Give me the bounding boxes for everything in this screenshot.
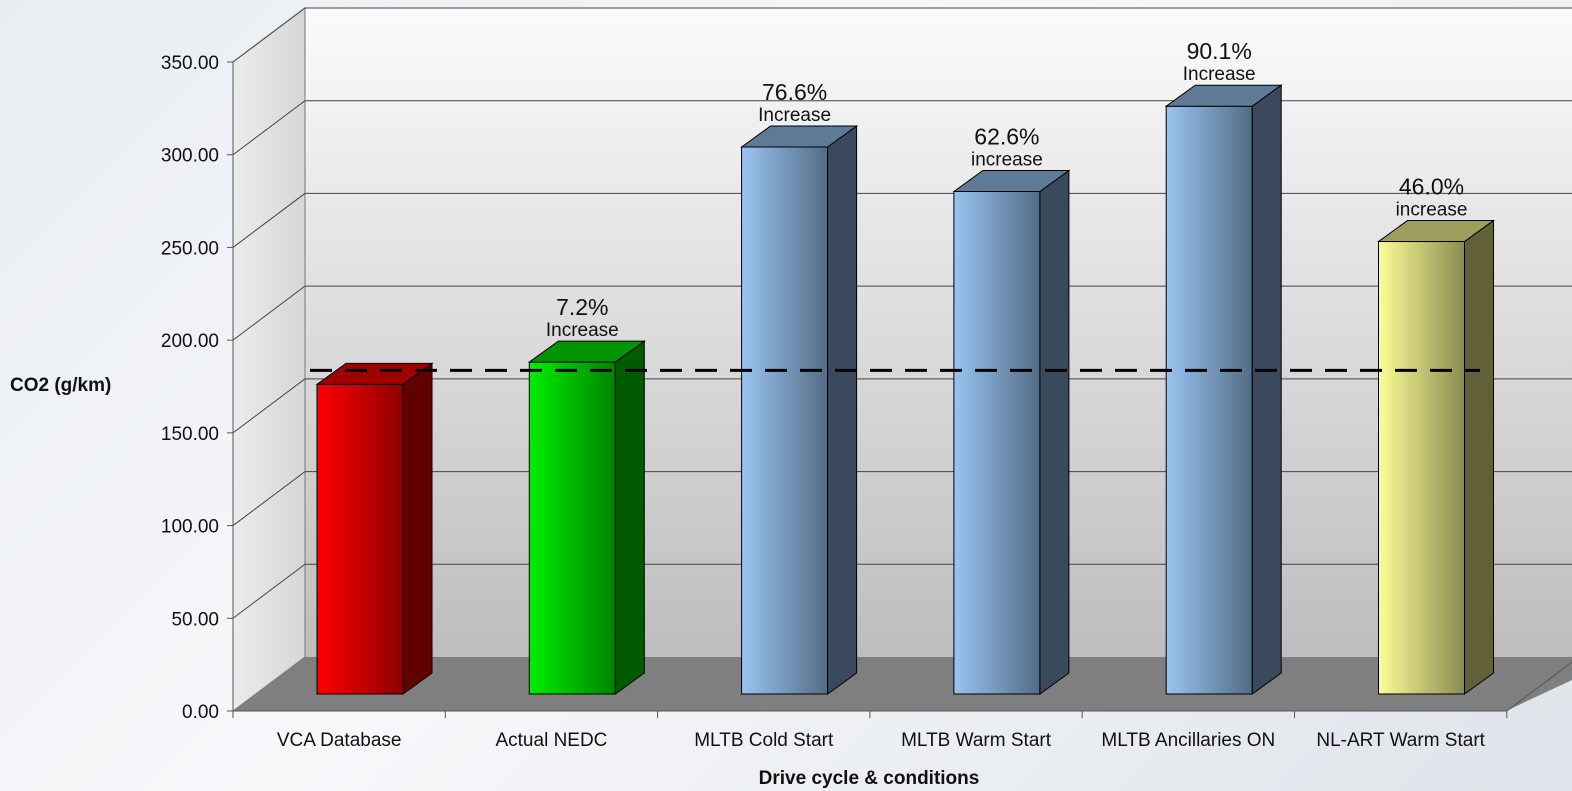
y-tick-label: 100.00 (161, 517, 219, 538)
y-tick-label: 250.00 (161, 238, 219, 259)
x-axis: VCA Database Actual NEDC MLTB Cold Start ML… (232, 661, 1572, 751)
bars (315, 84, 1496, 695)
annotation-percent: 62.6% (974, 123, 1039, 149)
y-axis: 0.00 50.00 100.00 150.00 200.00 250.00 300.00 3… (161, 53, 234, 723)
annotation-percent: 46.0% (1399, 174, 1464, 200)
bar (527, 340, 646, 695)
side-wall (232, 7, 306, 712)
annotation-label: Increase (758, 105, 831, 126)
gridline (232, 378, 1572, 434)
gridline (232, 7, 1572, 63)
y-tick-label: 200.00 (161, 331, 219, 352)
bar-top (527, 340, 646, 363)
gridline (232, 192, 1572, 248)
annotation-label: Increase (546, 320, 619, 341)
bar-front (316, 383, 404, 695)
annotation-percent: 90.1% (1187, 38, 1252, 64)
chart-floor (233, 657, 1572, 711)
x-category-label: VCA Database (277, 730, 402, 751)
bar-annotations: 7.2%Increase76.6%Increase62.6%increase90… (546, 38, 1468, 341)
annotation-label: Increase (1183, 64, 1256, 85)
gridlines (232, 7, 1572, 619)
x-category-label: MLTB Ancillaries ON (1101, 730, 1275, 751)
bar-side (827, 125, 858, 695)
y-tick-label: 350.00 (161, 53, 219, 74)
bar-side (614, 340, 645, 695)
bar-front (741, 146, 829, 695)
annotation-label: increase (1396, 200, 1468, 221)
bar (1164, 84, 1283, 695)
bar-front (953, 190, 1041, 695)
bar-side (1464, 219, 1494, 695)
x-category-label: MLTB Cold Start (694, 730, 834, 751)
y-tick-label: 50.00 (171, 609, 219, 630)
bar-top (1376, 220, 1496, 243)
gridline (232, 471, 1572, 526)
bar-top (740, 125, 859, 148)
bar-side (402, 362, 433, 695)
gridline (232, 100, 1572, 156)
bar (315, 362, 434, 695)
x-category-label: NL-ART Warm Start (1316, 730, 1485, 751)
bar (740, 125, 859, 695)
annotation-percent: 76.6% (762, 79, 827, 105)
bar-side (1039, 169, 1070, 695)
x-category-label: Actual NEDC (495, 730, 607, 751)
gridline (232, 563, 1572, 619)
bar-front (1165, 105, 1253, 695)
y-tick-label: 300.00 (161, 146, 219, 167)
annotation-label: increase (971, 149, 1043, 170)
bar (1376, 219, 1496, 695)
bar-front (528, 361, 616, 695)
gridline (232, 285, 1572, 341)
x-category-label: MLTB Warm Start (901, 730, 1052, 751)
bar-front (1378, 241, 1465, 695)
y-tick-label: 0.00 (182, 702, 219, 723)
annotation-percent: 7.2% (556, 294, 608, 320)
y-tick-label: 150.00 (161, 424, 219, 445)
x-axis-title: Drive cycle & conditions (759, 768, 980, 789)
y-axis-title: CO2 (g/km) (10, 375, 111, 396)
bar-top (315, 362, 434, 385)
bar-top (952, 169, 1071, 192)
bar-side (1251, 84, 1282, 695)
bar-top (1164, 84, 1283, 107)
bar (952, 169, 1071, 695)
